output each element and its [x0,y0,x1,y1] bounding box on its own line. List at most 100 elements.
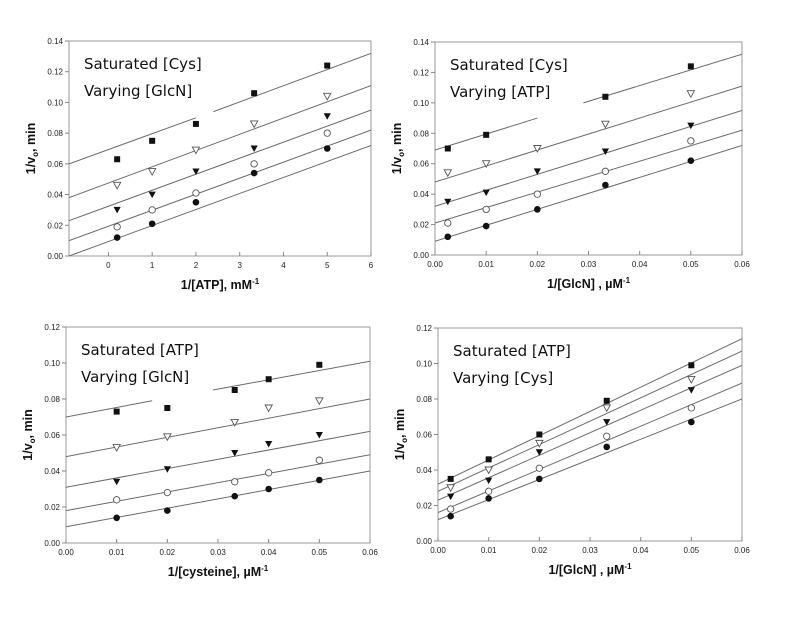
data-point-series-3 [250,145,258,152]
annotation-text: Varying [Cys] [453,369,553,387]
data-point-series-3 [482,189,490,197]
fit-line-series-5 [435,144,742,242]
annotation-text: Saturated [Cys] [450,56,568,74]
data-point-series-4 [533,190,541,198]
y-axis-label-suffix: , min [21,409,35,438]
y-axis-label: 1/vo, min [393,409,409,460]
data-point-series-3 [148,191,156,199]
data-point-series-2 [443,169,453,178]
x-tick-label: 0.00 [430,546,446,555]
x-tick-label: 1 [150,261,155,270]
fit-line-series-1 [66,400,153,418]
y-tick-label: 0.12 [47,68,63,77]
y-tick-label: 0.10 [47,98,63,107]
data-point-series-4 [250,160,258,168]
data-point-series-4 [315,456,323,464]
data-point-series-5 [485,495,492,502]
fit-line-series-5 [66,470,370,528]
fit-line-series-4 [69,129,371,242]
x-axis-label-main: 1/[ATP], mM [181,278,252,292]
data-point-series-3 [113,206,121,214]
data-point-series-4 [687,137,695,145]
data-point-series-1 [149,137,156,144]
data-point-series-4 [113,496,121,504]
data-point-series-5 [447,512,454,520]
data-point-series-3 [535,449,543,456]
y-axis-label-main: 1/v [390,157,404,174]
y-tick-label: 0.12 [413,68,429,77]
data-point-series-2 [314,397,324,406]
y-axis-label: 1/vo, min [21,409,37,460]
data-point-series-3 [231,450,239,457]
annotation-text: Saturated [Cys] [84,55,202,73]
data-point-series-4 [482,205,490,214]
x-axis-label-superscript: -1 [624,562,632,571]
data-point-series-1 [483,131,490,138]
y-axis-label-suffix: , min [393,409,407,438]
x-tick-label: 0.05 [684,546,700,555]
x-axis-label-superscript: -1 [252,277,260,286]
data-point-series-2 [264,404,274,413]
data-point-series-2 [322,92,332,101]
data-point-series-3 [265,441,273,448]
x-axis-label-superscript: -1 [623,276,631,285]
fit-line-series-3 [66,430,370,488]
data-point-series-1 [447,475,454,482]
y-tick-label: 0.04 [413,190,429,199]
x-axis-label-main: 1/[cysteine], µM [168,565,261,579]
data-point-series-4 [323,129,331,137]
data-point-series-1 [602,93,609,100]
data-point-series-5 [536,475,543,483]
fit-line-series-2 [69,85,371,199]
x-tick-label: 2 [194,261,199,270]
y-tick-label: 0.14 [47,37,63,46]
data-point-series-3 [603,419,611,426]
data-point-series-1 [444,145,451,152]
data-point-series-5 [113,234,121,241]
data-point-series-5 [687,157,695,164]
data-point-series-3 [687,122,695,130]
x-tick-label: 0.04 [633,546,649,555]
data-point-series-5 [316,476,323,484]
x-tick-label: 0.03 [582,546,598,555]
data-point-series-1 [265,376,272,383]
x-tick-label: 0.05 [312,548,328,557]
data-point-series-2 [162,433,172,442]
y-tick-label: 0.14 [413,38,429,47]
plot-frame [65,326,371,544]
x-axis-label: 1/[ATP], mM-1 [181,277,260,292]
data-point-series-5 [444,233,452,241]
fit-line-series-4 [435,129,742,224]
fit-line-series-1 [213,52,371,113]
y-tick-label: 0.02 [413,221,429,230]
x-tick-label: 0.06 [734,260,750,269]
annotation-text: Varying [GlcN] [84,82,192,100]
data-point-series-5 [148,220,156,228]
data-point-series-5 [231,492,239,500]
data-point-series-3 [192,168,200,176]
data-point-series-1 [114,156,121,163]
data-point-series-2 [147,168,157,176]
data-point-series-5 [164,507,171,514]
data-point-series-1 [324,62,331,69]
y-axis-label-main: 1/v [21,443,35,460]
data-point-series-2 [230,418,240,427]
data-point-series-4 [231,478,239,486]
y-tick-label: 0.08 [44,395,60,404]
y-tick-label: 0.00 [416,537,432,546]
data-point-series-3 [687,387,695,394]
annotation-text: Saturated [ATP] [453,342,571,360]
data-point-series-4 [265,469,273,477]
data-point-series-3 [323,113,331,120]
x-tick-label: 0.01 [478,260,494,269]
y-axis-label-main: 1/v [24,157,38,174]
x-tick-label: 4 [281,261,286,270]
y-tick-label: 0.06 [44,431,60,440]
y-axis-label-main: 1/v [393,443,407,460]
data-point-series-5 [482,222,490,230]
data-point-series-1 [536,431,543,438]
data-point-series-1 [251,90,258,97]
data-point-series-5 [323,145,331,152]
data-point-series-2 [601,120,610,129]
y-tick-label: 0.10 [44,359,60,368]
